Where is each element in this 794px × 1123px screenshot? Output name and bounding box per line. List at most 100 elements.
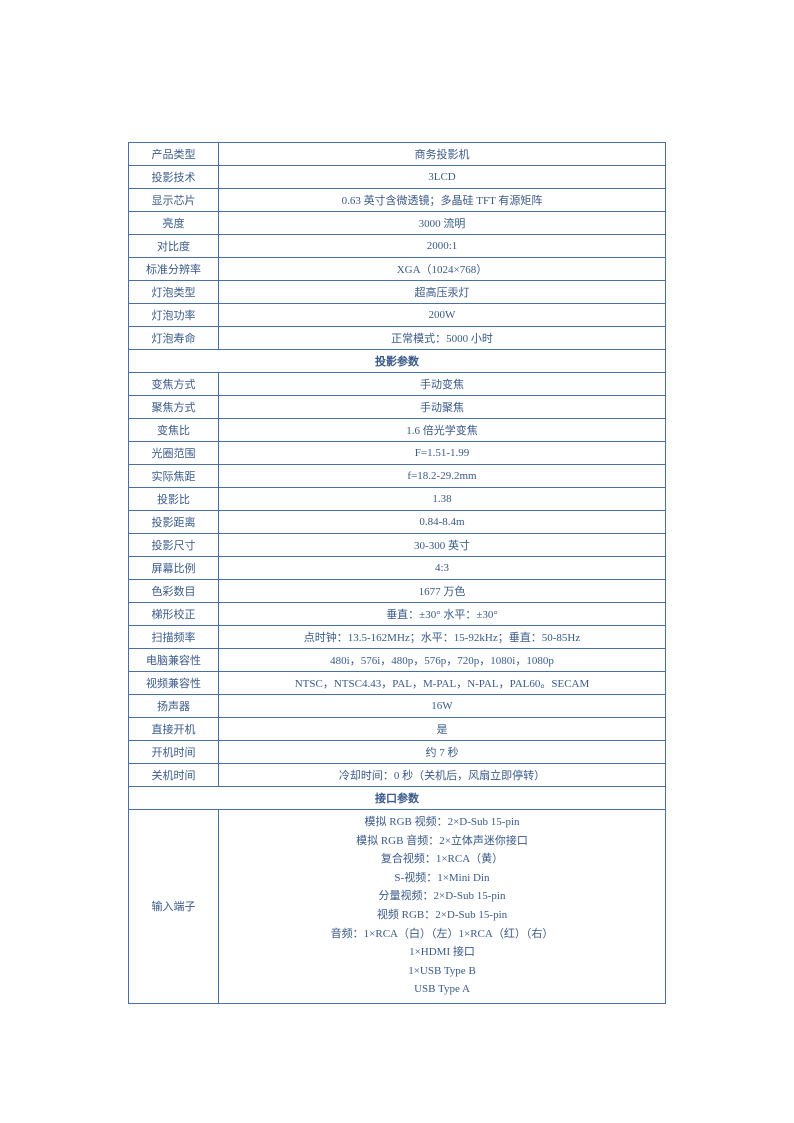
table-row: 产品类型商务投影机 bbox=[129, 143, 666, 166]
multiline-item: 分量视频：2×D-Sub 15-pin bbox=[223, 888, 661, 906]
spec-value: 30-300 英寸 bbox=[219, 534, 666, 557]
table-row: 色彩数目1677 万色 bbox=[129, 580, 666, 603]
table-row: 投影技术3LCD bbox=[129, 166, 666, 189]
table-row: 变焦比1.6 倍光学变焦 bbox=[129, 419, 666, 442]
table-row: 聚焦方式手动聚焦 bbox=[129, 396, 666, 419]
table-row: 亮度3000 流明 bbox=[129, 212, 666, 235]
spec-value: 1677 万色 bbox=[219, 580, 666, 603]
spec-value: 3LCD bbox=[219, 166, 666, 189]
spec-value: f=18.2-29.2mm bbox=[219, 465, 666, 488]
table-row: 梯形校正垂直：±30° 水平：±30° bbox=[129, 603, 666, 626]
table-row: 显示芯片0.63 英寸含微透镜；多晶硅 TFT 有源矩阵 bbox=[129, 189, 666, 212]
table-row: 视频兼容性NTSC，NTSC4.43，PAL，M-PAL，N-PAL，PAL60… bbox=[129, 672, 666, 695]
spec-label: 色彩数目 bbox=[129, 580, 219, 603]
table-row: 变焦方式手动变焦 bbox=[129, 373, 666, 396]
multiline-item: 模拟 RGB 视频：2×D-Sub 15-pin bbox=[223, 814, 661, 832]
spec-label: 电脑兼容性 bbox=[129, 649, 219, 672]
spec-label: 投影尺寸 bbox=[129, 534, 219, 557]
section-header: 接口参数 bbox=[129, 787, 666, 810]
spec-label: 变焦比 bbox=[129, 419, 219, 442]
table-row: 实际焦距f=18.2-29.2mm bbox=[129, 465, 666, 488]
spec-value: 约 7 秒 bbox=[219, 741, 666, 764]
spec-value: 2000:1 bbox=[219, 235, 666, 258]
spec-value: 冷却时间：0 秒（关机后，风扇立即停转） bbox=[219, 764, 666, 787]
spec-label: 屏幕比例 bbox=[129, 557, 219, 580]
multiline-item: 1×HDMI 接口 bbox=[223, 944, 661, 962]
multiline-item: S-视频：1×Mini Din bbox=[223, 870, 661, 888]
spec-label: 投影比 bbox=[129, 488, 219, 511]
table-row: 灯泡寿命正常模式：5000 小时 bbox=[129, 327, 666, 350]
spec-label: 产品类型 bbox=[129, 143, 219, 166]
table-row: 投影尺寸30-300 英寸 bbox=[129, 534, 666, 557]
table-row: 电脑兼容性480i，576i，480p，576p，720p，1080i，1080… bbox=[129, 649, 666, 672]
spec-table-body: 产品类型商务投影机投影技术3LCD显示芯片0.63 英寸含微透镜；多晶硅 TFT… bbox=[129, 143, 666, 1004]
table-row: 接口参数 bbox=[129, 787, 666, 810]
spec-value: 0.84-8.4m bbox=[219, 511, 666, 534]
multiline-item: 音频：1×RCA（白）（左）1×RCA（红）（右） bbox=[223, 926, 661, 944]
table-row: 投影参数 bbox=[129, 350, 666, 373]
spec-label: 扫描频率 bbox=[129, 626, 219, 649]
table-row: 灯泡功率200W bbox=[129, 304, 666, 327]
table-row: 关机时间冷却时间：0 秒（关机后，风扇立即停转） bbox=[129, 764, 666, 787]
spec-value-multiline: 模拟 RGB 视频：2×D-Sub 15-pin模拟 RGB 音频：2×立体声迷… bbox=[219, 810, 666, 1004]
spec-value: 是 bbox=[219, 718, 666, 741]
spec-label: 亮度 bbox=[129, 212, 219, 235]
spec-value: 4:3 bbox=[219, 557, 666, 580]
spec-label: 视频兼容性 bbox=[129, 672, 219, 695]
table-row: 标准分辨率XGA（1024×768） bbox=[129, 258, 666, 281]
spec-value: 点时钟：13.5-162MHz；水平：15-92kHz；垂直：50-85Hz bbox=[219, 626, 666, 649]
spec-value: 3000 流明 bbox=[219, 212, 666, 235]
spec-label: 标准分辨率 bbox=[129, 258, 219, 281]
multiline-item: 模拟 RGB 音频：2×立体声迷你接口 bbox=[223, 833, 661, 851]
spec-value: F=1.51-1.99 bbox=[219, 442, 666, 465]
table-row: 直接开机是 bbox=[129, 718, 666, 741]
spec-label: 直接开机 bbox=[129, 718, 219, 741]
spec-value: 超高压汞灯 bbox=[219, 281, 666, 304]
spec-label: 开机时间 bbox=[129, 741, 219, 764]
table-row: 扬声器16W bbox=[129, 695, 666, 718]
spec-value: 手动变焦 bbox=[219, 373, 666, 396]
spec-label: 输入端子 bbox=[129, 810, 219, 1004]
spec-label: 灯泡寿命 bbox=[129, 327, 219, 350]
spec-label: 关机时间 bbox=[129, 764, 219, 787]
spec-label: 对比度 bbox=[129, 235, 219, 258]
spec-value: 商务投影机 bbox=[219, 143, 666, 166]
table-row: 灯泡类型超高压汞灯 bbox=[129, 281, 666, 304]
section-header: 投影参数 bbox=[129, 350, 666, 373]
spec-value: 垂直：±30° 水平：±30° bbox=[219, 603, 666, 626]
multiline-item: USB Type A bbox=[223, 981, 661, 999]
multiline-item: 视频 RGB：2×D-Sub 15-pin bbox=[223, 907, 661, 925]
table-row: 输入端子模拟 RGB 视频：2×D-Sub 15-pin模拟 RGB 音频：2×… bbox=[129, 810, 666, 1004]
spec-value: 正常模式：5000 小时 bbox=[219, 327, 666, 350]
spec-label: 聚焦方式 bbox=[129, 396, 219, 419]
spec-label: 投影技术 bbox=[129, 166, 219, 189]
spec-value: 1.38 bbox=[219, 488, 666, 511]
spec-value: 16W bbox=[219, 695, 666, 718]
spec-label: 投影距离 bbox=[129, 511, 219, 534]
spec-label: 光圈范围 bbox=[129, 442, 219, 465]
table-row: 投影比1.38 bbox=[129, 488, 666, 511]
spec-value: 0.63 英寸含微透镜；多晶硅 TFT 有源矩阵 bbox=[219, 189, 666, 212]
table-row: 投影距离0.84-8.4m bbox=[129, 511, 666, 534]
table-row: 光圈范围F=1.51-1.99 bbox=[129, 442, 666, 465]
spec-table: 产品类型商务投影机投影技术3LCD显示芯片0.63 英寸含微透镜；多晶硅 TFT… bbox=[128, 142, 666, 1004]
table-row: 屏幕比例4:3 bbox=[129, 557, 666, 580]
spec-value: XGA（1024×768） bbox=[219, 258, 666, 281]
spec-value: 200W bbox=[219, 304, 666, 327]
spec-label: 梯形校正 bbox=[129, 603, 219, 626]
spec-label: 实际焦距 bbox=[129, 465, 219, 488]
spec-value: 1.6 倍光学变焦 bbox=[219, 419, 666, 442]
spec-value: NTSC，NTSC4.43，PAL，M-PAL，N-PAL，PAL60。SECA… bbox=[219, 672, 666, 695]
spec-label: 显示芯片 bbox=[129, 189, 219, 212]
table-row: 扫描频率点时钟：13.5-162MHz；水平：15-92kHz；垂直：50-85… bbox=[129, 626, 666, 649]
table-row: 对比度2000:1 bbox=[129, 235, 666, 258]
spec-label: 灯泡功率 bbox=[129, 304, 219, 327]
multiline-item: 1×USB Type B bbox=[223, 963, 661, 981]
spec-label: 灯泡类型 bbox=[129, 281, 219, 304]
spec-value: 480i，576i，480p，576p，720p，1080i，1080p bbox=[219, 649, 666, 672]
multiline-item: 复合视频：1×RCA（黄） bbox=[223, 851, 661, 869]
spec-label: 扬声器 bbox=[129, 695, 219, 718]
spec-value: 手动聚焦 bbox=[219, 396, 666, 419]
spec-label: 变焦方式 bbox=[129, 373, 219, 396]
table-row: 开机时间约 7 秒 bbox=[129, 741, 666, 764]
